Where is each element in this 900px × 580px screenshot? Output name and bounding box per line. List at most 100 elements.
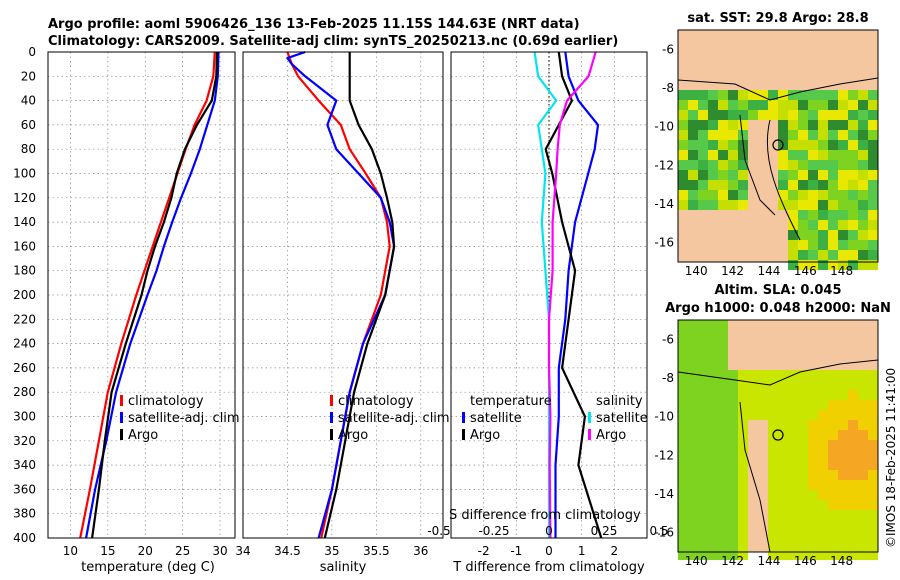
map-cell	[698, 200, 708, 210]
depth-tick-label: 200	[13, 288, 36, 302]
diff-legend-targo: Argo	[470, 428, 500, 443]
map-cell	[828, 430, 838, 440]
map-cell	[698, 160, 708, 170]
map-cell	[678, 550, 688, 560]
map-cell	[828, 110, 838, 120]
map-cell	[828, 210, 838, 220]
map-cell	[818, 490, 828, 500]
map-cell	[808, 110, 818, 120]
difference-axes-frame	[450, 51, 648, 539]
series-salinity-argo	[547, 51, 597, 539]
map-cell	[858, 160, 868, 170]
map-cell	[708, 110, 718, 120]
map-cell	[838, 410, 848, 420]
x-tick-label: 10	[63, 544, 78, 558]
map-cell	[738, 380, 748, 390]
map-cell	[708, 470, 718, 480]
map-lat-tick: -6	[662, 332, 674, 346]
series-temperature-satellite	[554, 51, 600, 538]
map-cell	[828, 460, 838, 470]
map-cell	[718, 480, 728, 490]
map-cell	[868, 140, 878, 150]
map-cell	[828, 230, 838, 240]
map-cell	[868, 110, 878, 120]
map-lon-tick: 148	[830, 554, 853, 568]
sal-legend-swatch-argo	[330, 429, 333, 440]
map-cell	[798, 510, 808, 520]
map-cell	[818, 130, 828, 140]
map-cell	[788, 120, 798, 130]
map-cell	[858, 510, 868, 520]
depth-tick-label: 160	[13, 239, 36, 253]
map-cell	[808, 440, 818, 450]
map-cell	[828, 160, 838, 170]
map-cell	[718, 450, 728, 460]
map-cell	[828, 140, 838, 150]
map-cell	[708, 130, 718, 140]
map-cell	[798, 530, 808, 540]
map-cell	[828, 470, 838, 480]
map-cell	[828, 550, 838, 560]
map-cell	[688, 480, 698, 490]
map-cell	[698, 480, 708, 490]
diff-legend-tsat: satellite	[470, 411, 522, 426]
map-cell	[708, 450, 718, 460]
map-cell	[778, 370, 788, 380]
map-cell	[798, 480, 808, 490]
map-cell	[688, 380, 698, 390]
map-cell	[718, 440, 728, 450]
map-cell	[808, 230, 818, 240]
map-cell	[768, 470, 778, 480]
map-cell	[798, 260, 808, 270]
map-cell	[828, 170, 838, 180]
diff-legend-sargo: Argo	[596, 428, 626, 443]
map-cell	[678, 180, 688, 190]
map-cell	[678, 540, 688, 550]
map-cell	[818, 110, 828, 120]
map-cell	[798, 550, 808, 560]
map-cell	[818, 430, 828, 440]
map-cell	[838, 490, 848, 500]
map-cell	[758, 410, 768, 420]
map-cell	[708, 430, 718, 440]
map-cell	[808, 150, 818, 160]
depth-tick-label: 380	[13, 507, 36, 521]
copyright-text: ©IMOS 18-Feb-2025 11:41:00	[884, 368, 898, 548]
map-cell	[818, 150, 828, 160]
map-cell	[718, 340, 728, 350]
map-cell	[688, 390, 698, 400]
map-cell	[768, 540, 778, 550]
map-cell	[688, 130, 698, 140]
map-cell	[838, 450, 848, 460]
depth-tick-label: 240	[13, 337, 36, 351]
map-cell	[798, 110, 808, 120]
map-cell	[738, 120, 748, 130]
map-cell	[808, 160, 818, 170]
map-cell	[778, 530, 788, 540]
map-cell	[808, 480, 818, 490]
map-cell	[838, 540, 848, 550]
map-cell	[828, 130, 838, 140]
map-cell	[678, 150, 688, 160]
salinity-lines	[286, 50, 396, 539]
map-cell	[738, 160, 748, 170]
x-tick-label: 25	[175, 544, 190, 558]
map-cell	[748, 100, 758, 110]
map-lon-tick: 140	[685, 554, 708, 568]
map-cell	[688, 160, 698, 170]
map-cell	[818, 120, 828, 130]
depth-tick-label: 120	[13, 191, 36, 205]
map-cell	[698, 180, 708, 190]
map-cell	[818, 380, 828, 390]
map-cell	[828, 510, 838, 520]
map-cell	[718, 540, 728, 550]
map-cell	[858, 450, 868, 460]
map-cell	[858, 110, 868, 120]
map-cell	[808, 140, 818, 150]
map-cell	[688, 110, 698, 120]
map-cell	[708, 460, 718, 470]
map-cell	[778, 130, 788, 140]
series-satellite-adj-clim	[286, 50, 396, 539]
map-lat-tick: -12	[654, 448, 674, 462]
map-cell	[718, 420, 728, 430]
